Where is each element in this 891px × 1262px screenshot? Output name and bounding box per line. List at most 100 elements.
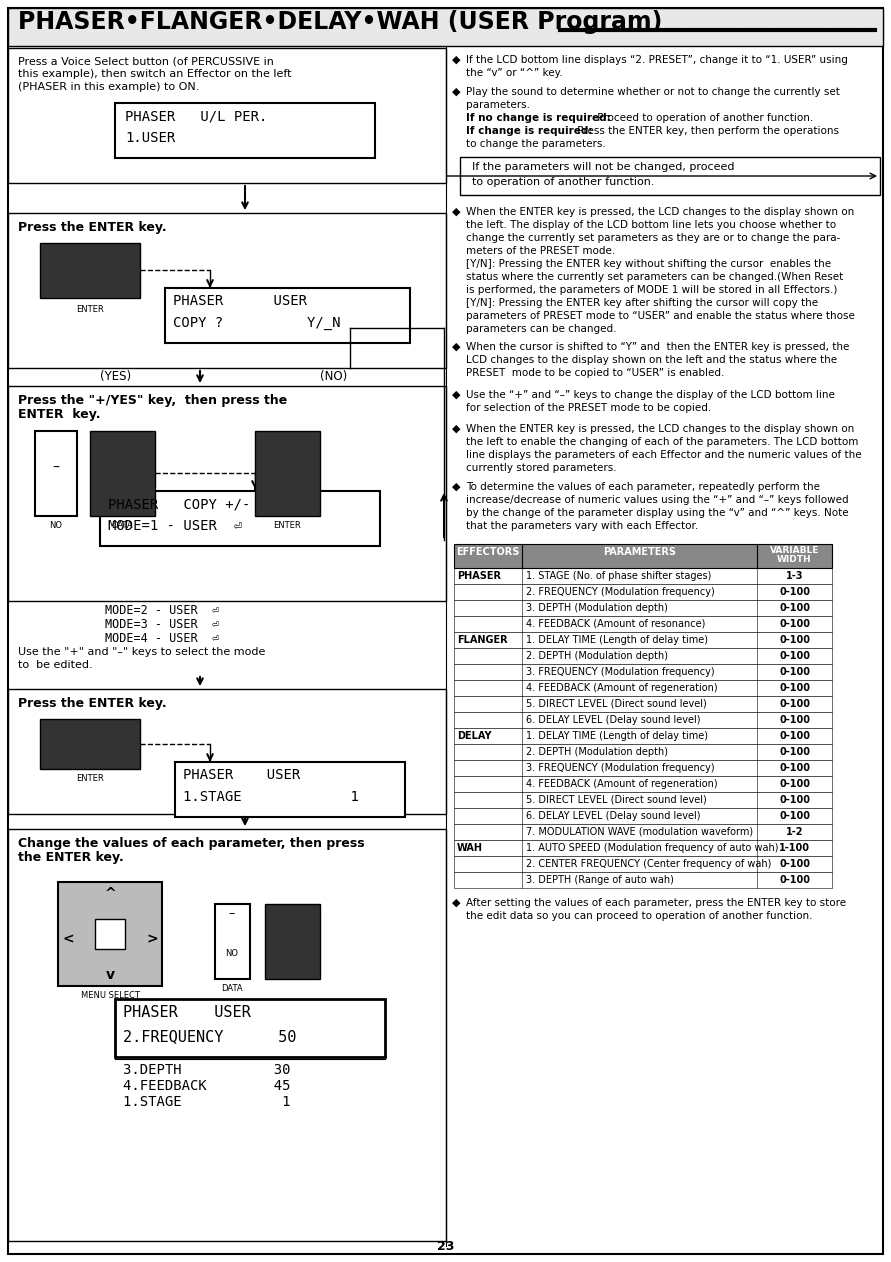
Text: status where the currently set parameters can be changed.(When Reset: status where the currently set parameter… [466, 273, 843, 281]
Text: 1-2: 1-2 [786, 827, 804, 837]
Bar [454, 697, 832, 712]
Bar [8, 689, 446, 814]
Text: When the ENTER key is pressed, the LCD changes to the display shown on: When the ENTER key is pressed, the LCD c… [466, 424, 854, 434]
Bar [454, 584, 832, 599]
Text: that the parameters vary with each Effector.: that the parameters vary with each Effec… [466, 521, 699, 531]
Text: 6. DELAY LEVEL (Delay sound level): 6. DELAY LEVEL (Delay sound level) [526, 811, 700, 822]
Text: PHASER    USER: PHASER USER [123, 1005, 250, 1020]
Text: ENTER: ENTER [76, 774, 104, 782]
Text: MODE=2 - USER  ⏎: MODE=2 - USER ⏎ [105, 604, 219, 617]
Text: ◆: ◆ [452, 390, 461, 400]
Text: Play the sound to determine whether or not to change the currently set: Play the sound to determine whether or n… [466, 87, 840, 97]
Text: If change is required:: If change is required: [466, 126, 593, 136]
Text: 0-100: 0-100 [779, 668, 810, 676]
Text: 0-100: 0-100 [779, 875, 810, 885]
Bar [100, 491, 380, 546]
Text: 0-100: 0-100 [779, 587, 810, 597]
Text: 1. AUTO SPEED (Modulation frequency of auto wah): 1. AUTO SPEED (Modulation frequency of a… [526, 843, 779, 853]
Text: MODE=4 - USER  ⏎: MODE=4 - USER ⏎ [105, 632, 219, 645]
Bar [454, 808, 832, 824]
Text: PHASER    USER: PHASER USER [183, 769, 300, 782]
Text: 4. FEEDBACK (Amount of resonance): 4. FEEDBACK (Amount of resonance) [526, 618, 706, 628]
Text: 3. FREQUENCY (Modulation frequency): 3. FREQUENCY (Modulation frequency) [526, 668, 715, 676]
Text: 1-3: 1-3 [786, 570, 804, 581]
Text: 0-100: 0-100 [779, 764, 810, 774]
Text: the left. The display of the LCD bottom line lets you choose whether to: the left. The display of the LCD bottom … [466, 220, 836, 230]
Bar [454, 745, 832, 760]
Text: for selection of the PRESET mode to be copied.: for selection of the PRESET mode to be c… [466, 403, 711, 413]
Text: to  be edited.: to be edited. [18, 660, 93, 670]
Bar [454, 568, 832, 584]
Text: To determine the values of each parameter, repeatedly perform the: To determine the values of each paramete… [466, 482, 820, 492]
Bar [175, 762, 405, 817]
Text: parameters.: parameters. [466, 100, 530, 110]
Text: Press the ENTER key, then perform the operations: Press the ENTER key, then perform the op… [574, 126, 839, 136]
Text: PARAMETERS: PARAMETERS [603, 546, 676, 557]
Text: 2. DEPTH (Modulation depth): 2. DEPTH (Modulation depth) [526, 651, 668, 661]
Bar [115, 103, 375, 158]
Text: ◆: ◆ [452, 482, 461, 492]
Text: (YES): (YES) [100, 370, 131, 382]
Text: ENTER: ENTER [274, 521, 301, 530]
Text: 0-100: 0-100 [779, 716, 810, 724]
Bar [454, 776, 832, 793]
Bar [58, 882, 162, 986]
Text: PHASER   COPY +/-: PHASER COPY +/- [108, 497, 250, 511]
Text: currently stored parameters.: currently stored parameters. [466, 463, 617, 473]
Text: 0-100: 0-100 [779, 635, 810, 645]
Bar [35, 432, 77, 516]
Text: ◆: ◆ [452, 342, 461, 352]
Text: ◆: ◆ [452, 899, 461, 907]
Text: ENTER  key.: ENTER key. [18, 408, 101, 422]
Text: change the currently set parameters as they are or to change the para-: change the currently set parameters as t… [466, 233, 840, 244]
Text: the edit data so you can proceed to operation of another function.: the edit data so you can proceed to oper… [466, 911, 813, 921]
Bar [8, 8, 883, 45]
Text: 1. STAGE (No. of phase shifter stages): 1. STAGE (No. of phase shifter stages) [526, 570, 711, 581]
Text: 5. DIRECT LEVEL (Direct sound level): 5. DIRECT LEVEL (Direct sound level) [526, 699, 707, 709]
Text: Press the ENTER key.: Press the ENTER key. [18, 697, 167, 711]
Bar [454, 872, 832, 888]
Text: 3. FREQUENCY (Modulation frequency): 3. FREQUENCY (Modulation frequency) [526, 764, 715, 774]
Text: When the cursor is shifted to “Y” and  then the ENTER key is pressed, the: When the cursor is shifted to “Y” and th… [466, 342, 849, 352]
Text: If the parameters will not be changed, proceed: If the parameters will not be changed, p… [472, 162, 734, 172]
Text: PHASER: PHASER [457, 570, 501, 581]
Text: If the LCD bottom line displays “2. PRESET”, change it to “1. USER” using: If the LCD bottom line displays “2. PRES… [466, 56, 848, 66]
Text: 0-100: 0-100 [779, 651, 810, 661]
Text: –: – [229, 907, 235, 920]
Text: MODE=3 - USER  ⏎: MODE=3 - USER ⏎ [105, 618, 219, 631]
Text: the “v” or “^” key.: the “v” or “^” key. [466, 68, 562, 78]
Text: FLANGER: FLANGER [457, 635, 508, 645]
Bar [8, 829, 446, 1241]
Text: 4. FEEDBACK (Amount of regeneration): 4. FEEDBACK (Amount of regeneration) [526, 683, 717, 693]
Text: NO: NO [225, 949, 239, 958]
Text: [Y/N]: Pressing the ENTER key without shifting the cursor  enables the: [Y/N]: Pressing the ENTER key without sh… [466, 259, 831, 269]
Bar [8, 386, 446, 601]
Bar [454, 647, 832, 664]
Text: is performed, the parameters of MODE 1 will be stored in all Effectors.): is performed, the parameters of MODE 1 w… [466, 285, 838, 295]
Text: 2. DEPTH (Modulation depth): 2. DEPTH (Modulation depth) [526, 747, 668, 757]
Bar [454, 680, 832, 697]
Text: <: < [63, 933, 75, 946]
Text: When the ENTER key is pressed, the LCD changes to the display shown on: When the ENTER key is pressed, the LCD c… [466, 207, 854, 217]
Text: this example), then switch an Effector on the left: this example), then switch an Effector o… [18, 69, 291, 80]
Text: (PHASER in this example) to ON.: (PHASER in this example) to ON. [18, 82, 200, 92]
Text: 0-100: 0-100 [779, 603, 810, 613]
Text: 4. FEEDBACK (Amount of regeneration): 4. FEEDBACK (Amount of regeneration) [526, 779, 717, 789]
Text: the ENTER key.: the ENTER key. [18, 851, 124, 864]
Text: 0-100: 0-100 [779, 747, 810, 757]
Bar [40, 244, 140, 298]
Bar [454, 760, 832, 776]
Bar [454, 728, 832, 745]
Text: NO: NO [50, 521, 62, 530]
Text: VARIABLE: VARIABLE [770, 546, 819, 555]
Text: After setting the values of each parameter, press the ENTER key to store: After setting the values of each paramet… [466, 899, 846, 907]
Bar [95, 919, 125, 949]
Text: 0-100: 0-100 [779, 699, 810, 709]
Text: WIDTH: WIDTH [777, 555, 812, 564]
Text: 3.DEPTH           30: 3.DEPTH 30 [123, 1063, 290, 1076]
Text: EFFECTORS: EFFECTORS [456, 546, 519, 557]
Text: 1.STAGE             1: 1.STAGE 1 [183, 790, 359, 804]
Text: Proceed to operation of another function.: Proceed to operation of another function… [594, 114, 813, 122]
Text: WAH: WAH [457, 843, 483, 853]
Text: 0-100: 0-100 [779, 683, 810, 693]
